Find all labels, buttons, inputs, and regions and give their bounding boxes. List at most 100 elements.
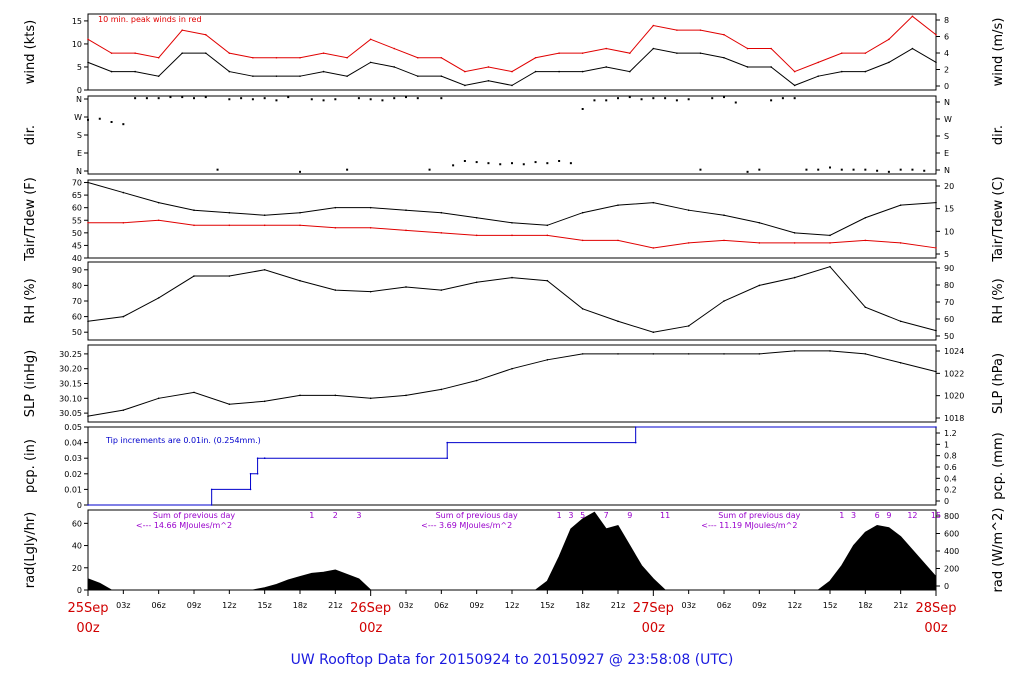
left-tick-label: 5 xyxy=(77,63,82,72)
left-tick-label: 20 xyxy=(72,564,82,573)
data-point xyxy=(134,52,136,54)
data-point xyxy=(805,168,808,171)
data-point xyxy=(593,99,596,102)
data-point xyxy=(369,227,372,229)
data-point xyxy=(157,219,160,222)
data-point xyxy=(334,394,337,397)
hour-marker: 9 xyxy=(627,511,632,520)
data-point xyxy=(346,75,348,77)
data-point xyxy=(687,325,690,327)
data-point xyxy=(446,457,449,460)
data-point xyxy=(440,211,443,214)
x-tick-label: 09z xyxy=(469,601,483,610)
x-tick-label: 21z xyxy=(328,601,342,610)
left-tick-label: 70 xyxy=(72,297,82,306)
panel-annotation: 10 min. peak winds in red xyxy=(98,15,202,24)
x-tick-label: 03z xyxy=(399,601,413,610)
data-point xyxy=(770,47,772,50)
data-point xyxy=(193,224,195,227)
data-point xyxy=(511,70,513,73)
data-point xyxy=(664,97,667,100)
data-point xyxy=(581,52,584,54)
data-point xyxy=(793,232,796,234)
data-point xyxy=(652,97,655,100)
data-point xyxy=(511,234,513,237)
series-temp-1 xyxy=(87,219,937,249)
radiation-annotation: <--- 14.66 MJoules/m^2 xyxy=(136,521,232,530)
data-point xyxy=(110,70,113,73)
data-point xyxy=(240,97,243,100)
right-axis-label: wind (m/s) xyxy=(991,18,1006,87)
data-point xyxy=(299,211,301,214)
data-point xyxy=(935,370,937,373)
data-point xyxy=(558,52,560,54)
left-tick-label: W xyxy=(74,113,82,122)
radiation-annotation: Sum of previous day xyxy=(153,511,235,520)
left-axis-label: RH (%) xyxy=(23,278,38,323)
data-point xyxy=(758,284,761,287)
right-axis-label: pcp. (mm) xyxy=(991,432,1006,499)
data-point xyxy=(511,367,513,370)
data-point xyxy=(723,300,725,302)
data-point xyxy=(793,70,796,73)
data-point xyxy=(251,98,254,101)
data-point xyxy=(252,75,254,77)
right-tick-label: 1018 xyxy=(944,414,964,423)
data-point xyxy=(864,239,867,242)
panel-slp: SLP (inHg) SLP (hPa) 30.05 30.10 30.15 30.20 3… xyxy=(23,344,1006,423)
data-point xyxy=(193,97,195,100)
left-tick-label: 55 xyxy=(72,216,82,225)
data-point xyxy=(228,98,231,101)
x-tick-label: 06z xyxy=(434,601,448,610)
data-point xyxy=(522,163,525,166)
data-point xyxy=(357,97,360,100)
data-point xyxy=(829,350,831,352)
data-point xyxy=(640,98,643,101)
data-point xyxy=(210,488,213,491)
panel-frame xyxy=(87,13,937,91)
data-point xyxy=(758,353,761,355)
time-label: 00z xyxy=(642,621,666,636)
data-point xyxy=(935,33,937,36)
data-point xyxy=(157,297,160,299)
data-point xyxy=(723,353,725,355)
left-tick-label: 50 xyxy=(72,328,82,337)
data-point xyxy=(440,56,443,59)
left-tick-label: 30.15 xyxy=(59,380,82,389)
x-tick-label: 03z xyxy=(116,601,130,610)
data-point xyxy=(546,359,549,361)
series-wind-1 xyxy=(87,15,937,73)
data-point xyxy=(723,56,725,59)
left-tick-label: 30.25 xyxy=(59,350,82,359)
data-point xyxy=(122,409,125,411)
right-tick-label: 1020 xyxy=(944,392,964,401)
data-point xyxy=(840,70,843,73)
hour-marker: 9 xyxy=(886,511,891,520)
left-tick-label: 0 xyxy=(77,501,82,510)
data-point xyxy=(699,29,702,31)
data-point xyxy=(723,33,725,36)
data-point xyxy=(581,353,584,355)
data-point xyxy=(446,441,449,444)
right-tick-label: 2 xyxy=(944,66,949,75)
data-point xyxy=(299,75,301,77)
data-point xyxy=(652,47,655,50)
x-tick-label: 15z xyxy=(540,601,554,610)
data-point xyxy=(204,33,207,36)
date-label: 25Sep xyxy=(67,601,108,616)
data-point xyxy=(829,234,831,237)
left-tick-label: 30.05 xyxy=(59,409,82,418)
data-point xyxy=(888,61,890,64)
data-point xyxy=(687,353,690,355)
time-label: 00z xyxy=(359,621,383,636)
data-point xyxy=(405,229,407,232)
data-point xyxy=(581,239,584,242)
hour-marker: 3 xyxy=(568,511,573,520)
data-point xyxy=(310,98,313,101)
data-point xyxy=(817,61,820,64)
left-tick-label: S xyxy=(77,131,82,140)
right-tick-label: 4 xyxy=(944,49,949,58)
data-point xyxy=(228,52,231,54)
data-point xyxy=(204,52,207,54)
